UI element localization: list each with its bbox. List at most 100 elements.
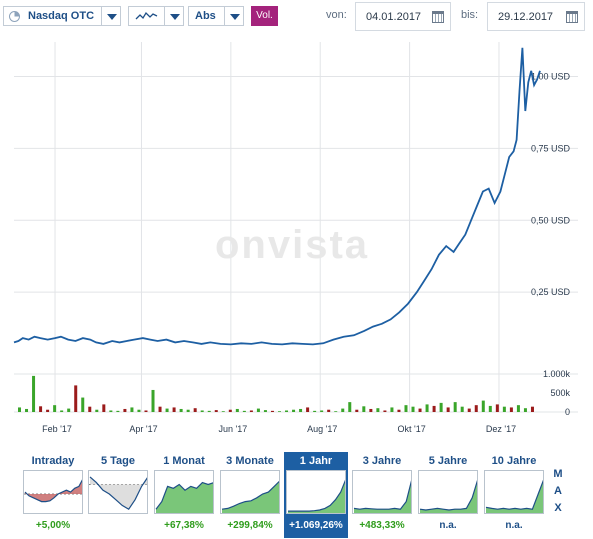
period-thumbnail — [286, 470, 346, 514]
volume-bar — [228, 409, 232, 412]
x-tick-label: Aug '17 — [307, 424, 337, 434]
period-thumbnail — [154, 470, 214, 514]
volume-bar — [53, 405, 57, 412]
period-thumbnail — [220, 470, 280, 514]
volume-bar — [460, 406, 464, 412]
thumbnail-area — [486, 481, 543, 513]
max-letter: M — [553, 468, 563, 480]
y-tick-label: 1,00 USD — [531, 72, 571, 82]
volume-bar — [102, 404, 106, 412]
volume-bar — [348, 402, 352, 412]
volume-bar — [67, 408, 71, 412]
volume-bar — [200, 410, 204, 412]
volume-bar — [453, 402, 457, 412]
exchange-select[interactable]: Nasdaq OTC — [3, 6, 103, 26]
volume-bar — [439, 402, 443, 412]
volume-bar — [18, 407, 21, 412]
period-tab[interactable]: Intraday +5,00% — [21, 452, 85, 538]
x-tick-label: Jun '17 — [218, 424, 247, 434]
volume-bar — [495, 404, 499, 412]
volume-bar — [530, 406, 534, 412]
volume-bar — [46, 409, 50, 412]
volume-bar — [151, 389, 155, 412]
period-label: 1 Jahr — [299, 455, 333, 467]
volume-bar — [355, 409, 359, 412]
period-tab[interactable]: 5 Tage — [86, 452, 150, 538]
thumbnail-line — [485, 479, 543, 510]
exchange-icon — [9, 11, 20, 22]
period-thumbnail — [23, 470, 83, 514]
volume-bar — [179, 408, 183, 412]
scale-select[interactable]: Abs — [188, 6, 226, 26]
calendar-icon[interactable] — [432, 11, 444, 23]
volume-bar — [341, 408, 345, 412]
volume-bar — [334, 411, 338, 412]
volume-toggle-button[interactable]: Vol. — [251, 6, 278, 26]
period-selector: Intraday +5,00% 5 Tage 1 Monat +67,38% 3 Mona… — [0, 452, 593, 539]
volume-bar — [172, 407, 176, 412]
period-change: n.a. — [439, 520, 457, 531]
volume-bar — [109, 410, 113, 412]
y-axis: 1,00 USD 0,75 USD 0,50 USD 0,25 USD — [531, 72, 571, 298]
volume-bar — [95, 409, 99, 412]
price-chart[interactable]: onvista 1,00 USD 0,75 USD 0,50 USD 0,25 USD… — [0, 34, 593, 439]
volume-bar — [432, 405, 436, 412]
grid — [14, 42, 578, 413]
volume-bar — [74, 385, 78, 412]
volume-bar — [60, 410, 64, 412]
chart-style-dropdown-button[interactable] — [164, 6, 184, 26]
x-tick-label: Feb '17 — [42, 424, 72, 434]
volume-bar — [32, 375, 36, 412]
period-change: +67,38% — [164, 520, 204, 531]
volume-bar — [81, 397, 85, 412]
volume-bar — [313, 410, 317, 412]
watermark: onvista — [215, 223, 369, 267]
volume-bar — [221, 411, 225, 412]
period-tab[interactable]: 3 Jahre +483,33% — [350, 452, 414, 538]
exchange-dropdown-button[interactable] — [101, 6, 121, 26]
volume-bar — [390, 407, 394, 412]
volume-bar — [523, 408, 527, 412]
from-date-field[interactable]: 04.01.2017 — [355, 2, 451, 31]
exchange-label: Nasdaq OTC — [28, 10, 95, 22]
period-change: +483,33% — [359, 520, 405, 531]
volume-bar — [270, 410, 274, 412]
period-change: +5,00% — [35, 520, 71, 531]
volume-bar — [235, 408, 239, 412]
volume-tick-label: 500k — [550, 388, 570, 398]
volume-bar — [256, 408, 260, 412]
volume-bar — [278, 411, 281, 412]
max-period-button[interactable]: M A X — [551, 466, 565, 517]
chart-style-select[interactable] — [128, 6, 166, 26]
thumbnail-area — [25, 480, 82, 502]
period-tab[interactable]: 1 Jahr +1.069,26% — [284, 452, 348, 538]
thumbnail-area — [156, 482, 213, 513]
to-label: bis: — [461, 9, 479, 21]
volume-bar — [186, 409, 190, 412]
period-tab[interactable]: 1 Monat +67,38% — [152, 452, 216, 538]
volume-bar — [397, 409, 401, 412]
calendar-icon[interactable] — [566, 11, 578, 23]
volume-bar — [376, 408, 380, 412]
volume-bar — [285, 410, 289, 412]
period-label: 5 Tage — [100, 455, 136, 467]
volume-bar — [369, 408, 373, 412]
scale-dropdown-button[interactable] — [224, 6, 244, 26]
thumbnail-area — [420, 482, 477, 513]
period-label: 5 Jahre — [428, 455, 468, 467]
period-label: 10 Jahre — [491, 455, 537, 467]
volume-bar — [516, 405, 520, 412]
period-tab[interactable]: 10 Jahre n.a. — [482, 452, 546, 538]
period-tab[interactable]: 3 Monate +299,84% — [218, 452, 282, 538]
volume-bar — [488, 405, 492, 412]
volume-bar — [411, 406, 415, 412]
scale-label: Abs — [195, 10, 216, 22]
volume-bar — [320, 410, 324, 412]
volume-bar — [404, 405, 408, 412]
volume-bar — [383, 410, 387, 412]
volume-bar — [509, 407, 513, 412]
volume-bar — [467, 408, 471, 412]
to-date-field[interactable]: 29.12.2017 — [487, 2, 585, 31]
period-tab[interactable]: 5 Jahre n.a. — [416, 452, 480, 538]
volume-bar — [137, 409, 141, 412]
